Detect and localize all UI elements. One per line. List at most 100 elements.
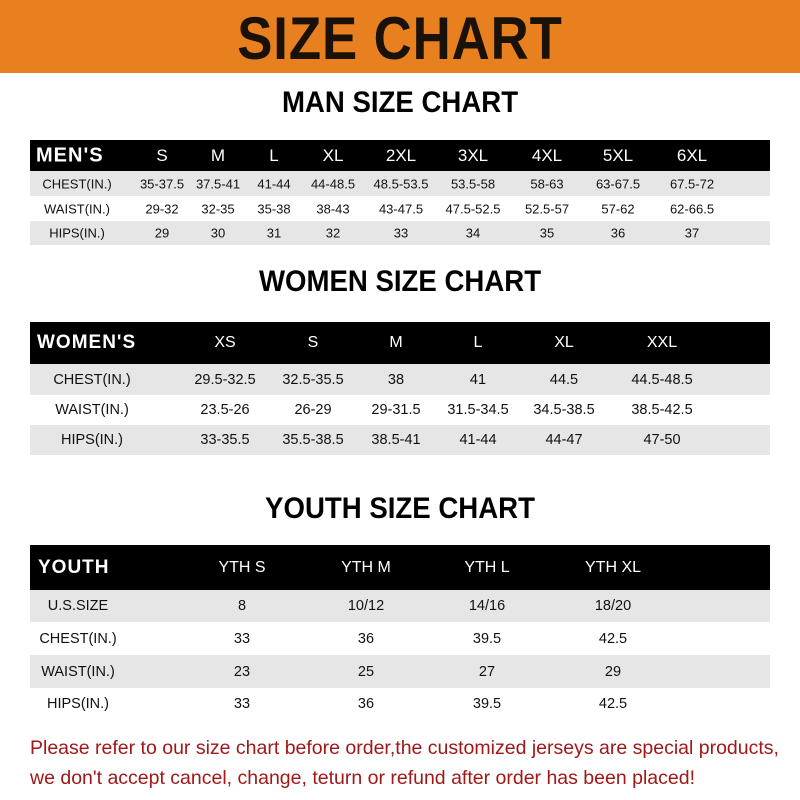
page-title: SIZE CHART: [237, 5, 563, 72]
notice-line-2: we don't accept cancel, change, teturn o…: [30, 767, 695, 789]
table-row: HIPS(IN.) 33 36 39.5 42.5: [30, 688, 770, 720]
table-cell: 62-66.5: [669, 201, 715, 216]
table-row: CHEST(IN.) 33 36 39.5 42.5: [30, 622, 770, 655]
table-cell: 32.5-35.5: [282, 371, 344, 388]
table-cell: 33-35.5: [200, 432, 250, 448]
size-header: 5XL: [602, 145, 634, 165]
table-cell: 48.5-53.5: [373, 176, 429, 191]
row-label: CHEST(IN.): [39, 630, 117, 647]
women-section-title: WOMEN SIZE CHART: [258, 265, 542, 298]
table-row: CHEST(IN.) 29.5-32.5 32.5-35.5 38 41 44.5 44.5…: [30, 364, 770, 395]
size-header: M: [389, 334, 403, 351]
table-cell: 36: [610, 225, 626, 241]
size-header: 2XL: [385, 145, 417, 165]
women-header-row: WOMEN'S XS S M L XL XXL: [30, 322, 770, 364]
table-cell: 32-35: [201, 201, 235, 216]
size-header: XL: [322, 145, 344, 165]
table-row: HIPS(IN.) 33-35.5 35.5-38.5 38.5-41 41-44 44-…: [30, 425, 770, 455]
youth-section-title: YOUTH SIZE CHART: [265, 492, 535, 525]
table-cell: 18/20: [594, 598, 632, 614]
row-label: WAIST(IN.): [41, 663, 115, 680]
table-cell: 41: [469, 371, 487, 388]
row-label: U.S.SIZE: [47, 598, 109, 614]
table-cell: 47-50: [643, 432, 681, 448]
table-cell: 58-63: [530, 176, 564, 191]
table-cell: 35: [539, 225, 555, 241]
table-cell: 35-38: [257, 201, 291, 216]
table-cell: 23.5-26: [200, 402, 250, 418]
table-cell: 39.5: [472, 630, 502, 647]
size-header: YTH XL: [584, 558, 642, 576]
table-cell: 63-67.5: [595, 176, 641, 191]
size-header: 6XL: [676, 145, 708, 165]
size-header: XS: [214, 334, 236, 351]
table-cell: 33: [393, 225, 409, 241]
size-header: S: [156, 145, 168, 165]
size-header: YTH M: [341, 558, 391, 576]
row-label: WAIST(IN.): [44, 201, 110, 216]
table-cell: 25: [357, 663, 375, 680]
men-header-row: MEN'S S M L XL 2XL 3XL 4XL 5XL 6XL: [30, 140, 770, 171]
table-cell: 34: [465, 225, 481, 241]
table-cell: 42.5: [598, 696, 628, 712]
men-section-title: MAN SIZE CHART: [281, 86, 519, 119]
table-cell: 44.5-48.5: [631, 371, 693, 388]
men-size-table: MEN'S S M L XL 2XL 3XL 4XL 5XL 6XL CHEST(IN.) 35-37…: [30, 140, 770, 245]
table-cell: 36: [357, 696, 375, 712]
row-label: CHEST(IN.): [53, 371, 131, 388]
size-header: XXL: [646, 334, 678, 351]
table-cell: 53.5-58: [450, 176, 496, 191]
size-header: M: [210, 145, 226, 165]
youth-header-row: YOUTH YTH S YTH M YTH L YTH XL: [30, 545, 770, 590]
row-label: HIPS(IN.): [49, 225, 105, 241]
table-row: U.S.SIZE 8 10/12 14/16 18/20: [30, 590, 770, 622]
table-cell: 29.5-32.5: [194, 371, 256, 388]
men-header-label: MEN'S: [36, 144, 104, 166]
table-cell: 47.5-52.5: [445, 201, 501, 216]
table-cell: 29-32: [145, 201, 179, 216]
row-label: HIPS(IN.): [60, 432, 124, 448]
table-cell: 29-31.5: [371, 402, 421, 418]
size-header: 4XL: [531, 145, 563, 165]
table-cell: 38.5-41: [371, 432, 421, 448]
size-header: L: [269, 145, 279, 165]
women-size-table: WOMEN'S XS S M L XL XXL CHEST(IN.) 29.5-32.5 32.5…: [30, 322, 770, 455]
table-row: WAIST(IN.) 23.5-26 26-29 29-31.5 31.5-34.5 34…: [30, 395, 770, 425]
size-header: S: [307, 334, 319, 351]
size-header: XL: [554, 334, 574, 351]
table-cell: 38-43: [316, 201, 350, 216]
table-cell: 29: [604, 663, 622, 680]
table-cell: 31.5-34.5: [447, 402, 509, 418]
table-row: HIPS(IN.) 29 30 31 32 33 34 35 36 37: [30, 221, 770, 245]
table-cell: 38.5-42.5: [631, 402, 693, 418]
table-cell: 35-37.5: [139, 176, 185, 191]
table-cell: 67.5-72: [669, 176, 715, 191]
table-cell: 27: [478, 663, 496, 680]
table-cell: 38: [387, 371, 405, 388]
table-row: CHEST(IN.) 35-37.5 37.5-41 41-44 44-48.5 48.5…: [30, 171, 770, 196]
table-cell: 32: [325, 225, 341, 241]
table-cell: 31: [266, 225, 282, 241]
size-header: YTH L: [464, 558, 510, 576]
table-cell: 37: [684, 225, 700, 241]
table-cell: 35.5-38.5: [282, 432, 344, 448]
table-cell: 42.5: [598, 630, 628, 647]
table-cell: 57-62: [601, 201, 635, 216]
row-label: HIPS(IN.): [46, 696, 110, 712]
table-cell: 14/16: [468, 598, 506, 614]
table-cell: 39.5: [472, 696, 502, 712]
size-header: YTH S: [218, 558, 266, 576]
table-cell: 36: [357, 630, 375, 647]
women-header-label: WOMEN'S: [37, 332, 137, 353]
table-cell: 30: [210, 225, 226, 241]
table-cell: 52.5-57: [524, 201, 570, 216]
row-label: CHEST(IN.): [42, 176, 112, 191]
table-cell: 44-47: [545, 432, 583, 448]
table-cell: 43-47.5: [378, 201, 424, 216]
table-cell: 29: [154, 225, 170, 241]
table-cell: 8: [237, 598, 247, 614]
youth-header-label: YOUTH: [38, 556, 110, 578]
row-label: WAIST(IN.): [55, 402, 129, 418]
table-cell: 34.5-38.5: [533, 402, 595, 418]
table-cell: 23: [233, 663, 251, 680]
